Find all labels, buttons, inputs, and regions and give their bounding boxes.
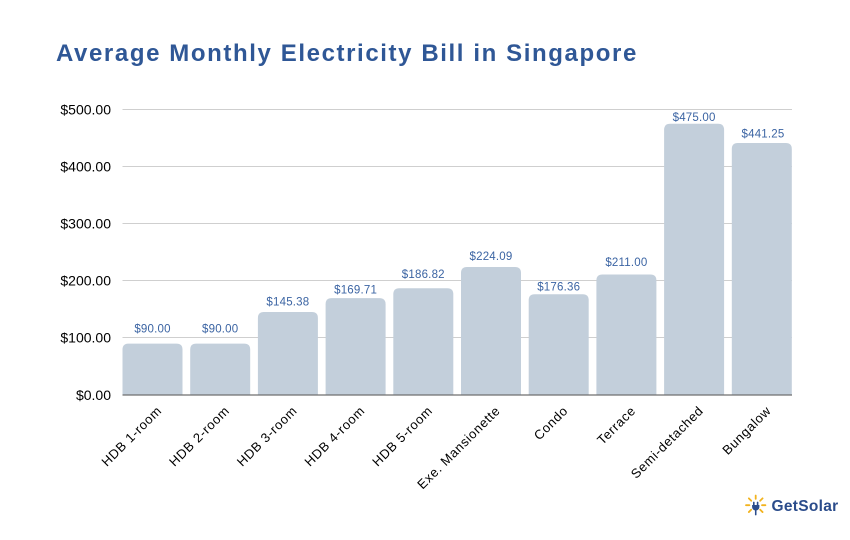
svg-text:$475.00: $475.00	[673, 112, 716, 124]
svg-text:$224.09: $224.09	[470, 251, 513, 263]
svg-text:GetSolar: GetSolar	[772, 498, 839, 515]
svg-text:Condo: Condo	[531, 403, 571, 443]
svg-text:$90.00: $90.00	[134, 323, 170, 335]
svg-text:$211.00: $211.00	[605, 257, 647, 269]
svg-text:$145.38: $145.38	[266, 296, 309, 308]
svg-text:HDB 2-room: HDB 2-room	[166, 403, 232, 469]
svg-text:$169.71: $169.71	[334, 284, 377, 296]
svg-text:Terrace: Terrace	[594, 403, 638, 447]
svg-text:HDB 4-room: HDB 4-room	[301, 403, 367, 469]
svg-text:$200.00: $200.00	[60, 273, 111, 289]
svg-text:HDB 5-room: HDB 5-room	[369, 403, 435, 469]
svg-text:Bungalow: Bungalow	[719, 403, 774, 458]
svg-text:$0.00: $0.00	[76, 387, 111, 403]
svg-text:$300.00: $300.00	[60, 216, 111, 232]
svg-text:$441.25: $441.25	[742, 129, 785, 141]
svg-text:Semi-detached: Semi-detached	[628, 403, 706, 481]
svg-text:$186.82: $186.82	[402, 269, 445, 281]
svg-text:$100.00: $100.00	[60, 330, 111, 346]
svg-text:$400.00: $400.00	[60, 159, 111, 175]
svg-text:$500.00: $500.00	[60, 102, 111, 118]
svg-text:HDB 1-room: HDB 1-room	[98, 403, 164, 469]
svg-text:Average Monthly Electricity Bi: Average Monthly Electricity Bill in Sing…	[56, 40, 638, 67]
svg-text:$176.36: $176.36	[537, 282, 580, 294]
svg-text:$90.00: $90.00	[202, 323, 238, 335]
svg-text:HDB 3-room: HDB 3-room	[234, 403, 300, 469]
